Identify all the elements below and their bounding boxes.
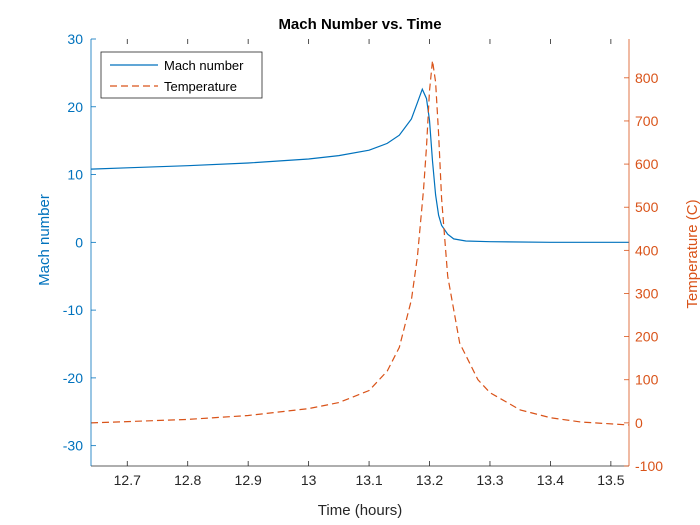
y-left-tick-label: 10	[67, 167, 83, 183]
y-right-tick-label: 800	[635, 70, 659, 86]
x-tick-label: 13.5	[597, 472, 624, 488]
y-right-axis-label: Temperature (C)	[684, 199, 700, 308]
chart-title: Mach Number vs. Time	[278, 16, 441, 33]
y-right-tick-label: 200	[635, 329, 659, 345]
y-left-tick-label: 0	[75, 234, 83, 250]
y-left-tick-label: 20	[67, 99, 83, 115]
y-right-tick-label: 400	[635, 242, 659, 258]
legend: Mach number Temperature	[100, 51, 263, 99]
x-tick-label: 12.8	[174, 472, 201, 488]
x-tick-label: 13.2	[416, 472, 443, 488]
legend-label-temperature: Temperature	[164, 79, 237, 94]
y-right-tick-label: 100	[635, 372, 659, 388]
y-right-tick-label: 500	[635, 199, 659, 215]
plot-layer	[91, 60, 629, 426]
x-tick-label: 13	[301, 472, 317, 488]
x-tick-label: 13.4	[537, 472, 564, 488]
x-tick-label: 12.7	[114, 472, 141, 488]
y-left-tick-label: -10	[63, 302, 83, 318]
axes-layer: 12.7 12.8 12.9 13 13.1 13.2 13.3 13.4 13.5 -30 -20…	[63, 31, 663, 488]
x-tick-label: 13.1	[355, 472, 382, 488]
y-right-tick-label: -100	[635, 458, 663, 474]
legend-box	[100, 51, 263, 99]
y-left-axis-label: Mach number	[36, 194, 53, 286]
y-left-tick-label: 30	[67, 31, 83, 47]
y-left-tick-label: -20	[63, 370, 83, 386]
x-axis-label: Time (hours)	[318, 502, 402, 519]
series-line-temperature	[91, 60, 629, 426]
y-right-tick-label: 700	[635, 113, 659, 129]
series-line-mach-number	[91, 87, 629, 243]
y-right-tick-label: 600	[635, 156, 659, 172]
x-tick-label: 12.9	[235, 472, 262, 488]
x-tick-label: 13.3	[476, 472, 503, 488]
legend-label-mach-number: Mach number	[164, 58, 244, 73]
y-left-tick-label: -30	[63, 438, 83, 454]
y-right-tick-label: 300	[635, 285, 659, 301]
y-right-tick-label: 0	[635, 415, 643, 431]
